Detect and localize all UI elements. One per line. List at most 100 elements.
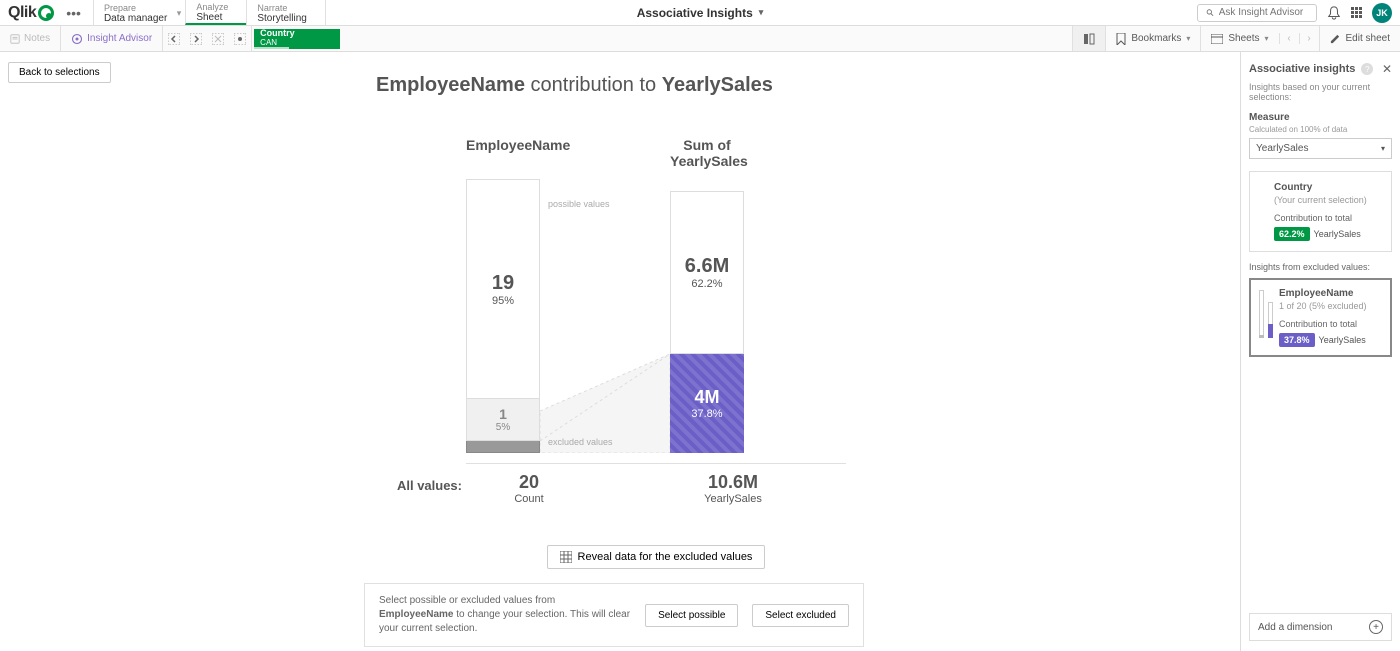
close-icon[interactable]: ✕ bbox=[1382, 62, 1392, 76]
sales-excluded-value: 4M bbox=[694, 387, 719, 408]
card-contribution-label: Contribution to total bbox=[1279, 319, 1382, 329]
card-title: Country bbox=[1274, 182, 1381, 193]
all-count: 20 Count bbox=[492, 472, 566, 505]
chevron-down-icon: ▾ bbox=[1265, 34, 1269, 43]
pct-badge: 62.2% bbox=[1274, 227, 1310, 241]
prev-sheet-button[interactable]: ‹ bbox=[1279, 33, 1299, 44]
add-dimension-label: Add a dimension bbox=[1258, 622, 1333, 633]
bottom-text-pre: Select possible or excluded values from bbox=[379, 595, 555, 606]
insight-advisor-label: Insight Advisor bbox=[87, 33, 152, 44]
bar-employee-excluded: 1 5% bbox=[466, 399, 540, 441]
panel-subtitle: Insights based on your current selection… bbox=[1249, 82, 1392, 102]
clear-other-icon[interactable] bbox=[229, 26, 251, 51]
excluded-section-label: Insights from excluded values: bbox=[1249, 262, 1392, 272]
insight-search[interactable] bbox=[1197, 4, 1317, 22]
clear-all-icon[interactable] bbox=[207, 26, 229, 51]
more-menu-button[interactable]: ••• bbox=[66, 6, 81, 20]
sheets-icon bbox=[1211, 34, 1223, 44]
bottom-text-bold: EmployeeName bbox=[379, 609, 453, 620]
bookmark-icon bbox=[1116, 33, 1126, 45]
select-excluded-button[interactable]: Select excluded bbox=[752, 604, 849, 627]
search-icon bbox=[1206, 8, 1215, 18]
all-count-n: 20 bbox=[492, 472, 566, 493]
measure-value: YearlySales bbox=[1256, 143, 1308, 154]
card-metric: 62.2% YearlySales bbox=[1274, 227, 1381, 241]
sheets-button[interactable]: Sheets ▾ bbox=[1200, 26, 1278, 51]
add-dimension-button[interactable]: Add a dimension + bbox=[1249, 613, 1392, 641]
bar-sales-excluded: 4M 37.8% bbox=[670, 354, 744, 453]
insight-card-country[interactable]: Country (Your current selection) Contrib… bbox=[1249, 171, 1392, 252]
edit-sheet-button[interactable]: Edit sheet bbox=[1319, 26, 1400, 51]
card-subtitle: 1 of 20 (5% excluded) bbox=[1279, 301, 1382, 311]
sheets-label: Sheets bbox=[1228, 33, 1259, 44]
selections-tool-button[interactable] bbox=[1072, 26, 1105, 51]
notes-icon bbox=[10, 34, 20, 44]
next-sheet-button[interactable]: › bbox=[1299, 33, 1319, 44]
notes-label: Notes bbox=[24, 33, 50, 44]
step-back-icon[interactable] bbox=[163, 26, 185, 51]
card-contribution-label: Contribution to total bbox=[1274, 213, 1381, 223]
insight-search-input[interactable] bbox=[1219, 7, 1308, 18]
sheet-nav-arrows: ‹ › bbox=[1279, 33, 1319, 44]
nav-tab-bottom: Data manager bbox=[104, 13, 167, 24]
nav-tab-top: Prepare bbox=[104, 3, 167, 13]
pct-badge: 37.8% bbox=[1279, 333, 1315, 347]
bar-employee-possible: 19 95% bbox=[466, 179, 540, 399]
step-forward-icon[interactable] bbox=[185, 26, 207, 51]
app-title[interactable]: Associative Insights ▾ bbox=[637, 6, 764, 20]
col-header-sales: Sum of YearlySales bbox=[670, 137, 744, 169]
notes-button[interactable]: Notes bbox=[0, 26, 61, 51]
user-avatar[interactable]: JK bbox=[1372, 3, 1392, 23]
card-subtitle: (Your current selection) bbox=[1274, 195, 1381, 205]
all-values-row: All values: 20 Count 10.6M YearlySales bbox=[376, 472, 876, 505]
nav-tab-bottom: Sheet bbox=[196, 12, 228, 23]
pencil-icon bbox=[1330, 33, 1341, 44]
logo-text: Qlik bbox=[8, 4, 36, 22]
edit-label: Edit sheet bbox=[1346, 33, 1390, 44]
nav-tabs: Prepare Data manager ▾ Analyze Sheet Nar… bbox=[93, 0, 326, 25]
measure-select[interactable]: YearlySales ▾ bbox=[1249, 138, 1392, 159]
app-launcher-icon[interactable] bbox=[1351, 7, 1362, 18]
bookmarks-label: Bookmarks bbox=[1131, 33, 1181, 44]
emp-excluded-count: 1 bbox=[499, 406, 507, 422]
chevron-down-icon: ▾ bbox=[177, 8, 182, 19]
selections-tool-icon bbox=[1083, 33, 1095, 45]
funnel-connector: possible values excluded values bbox=[540, 191, 670, 453]
bar-sales-possible: 6.6M 62.2% bbox=[670, 191, 744, 354]
chevron-down-icon: ▾ bbox=[1186, 34, 1190, 43]
contribution-chart: 19 95% 1 5% possible values excluded val… bbox=[466, 191, 876, 453]
nav-tab-top: Narrate bbox=[257, 3, 306, 13]
bell-icon[interactable] bbox=[1327, 6, 1341, 20]
bar-employee: 19 95% 1 5% bbox=[466, 179, 540, 453]
app-title-text: Associative Insights bbox=[637, 6, 753, 20]
insight-advisor-button[interactable]: Insight Advisor bbox=[61, 26, 163, 51]
measure-label: Measure bbox=[1249, 112, 1392, 123]
measure-calc: Calculated on 100% of data bbox=[1249, 125, 1392, 134]
panel-title: Associative insights bbox=[1249, 63, 1355, 75]
selection-tools bbox=[163, 26, 252, 51]
help-icon[interactable]: ? bbox=[1361, 63, 1373, 75]
sales-excluded-pct: 37.8% bbox=[691, 408, 722, 420]
card-thumbnail bbox=[1259, 288, 1273, 338]
emp-possible-count: 19 bbox=[492, 272, 514, 295]
card-measure: YearlySales bbox=[1314, 229, 1361, 239]
all-sales: 10.6M YearlySales bbox=[696, 472, 770, 505]
nav-tab-narrate[interactable]: Narrate Storytelling bbox=[246, 0, 325, 25]
all-count-l: Count bbox=[492, 493, 566, 505]
selection-chip-country[interactable]: Country CAN bbox=[254, 29, 340, 49]
nav-tab-analyze[interactable]: Analyze Sheet bbox=[185, 0, 246, 25]
nav-tab-bottom: Storytelling bbox=[257, 13, 306, 24]
table-icon bbox=[560, 551, 572, 563]
select-possible-button[interactable]: Select possible bbox=[645, 604, 738, 627]
chevron-down-icon: ▾ bbox=[759, 7, 764, 18]
associative-insights-panel: Associative insights ? ✕ Insights based … bbox=[1240, 52, 1400, 651]
nav-tab-prepare[interactable]: Prepare Data manager ▾ bbox=[93, 0, 185, 25]
sales-possible-value: 6.6M bbox=[685, 255, 729, 278]
insight-card-employeename[interactable]: EmployeeName 1 of 20 (5% excluded) Contr… bbox=[1249, 278, 1392, 357]
title-measure: YearlySales bbox=[662, 74, 773, 96]
card-metric: 37.8% YearlySales bbox=[1279, 333, 1382, 347]
funnel-svg bbox=[540, 191, 670, 453]
reveal-data-button[interactable]: Reveal data for the excluded values bbox=[547, 545, 766, 569]
bookmarks-button[interactable]: Bookmarks ▾ bbox=[1105, 26, 1200, 51]
bottom-text: Select possible or excluded values from … bbox=[379, 594, 631, 636]
